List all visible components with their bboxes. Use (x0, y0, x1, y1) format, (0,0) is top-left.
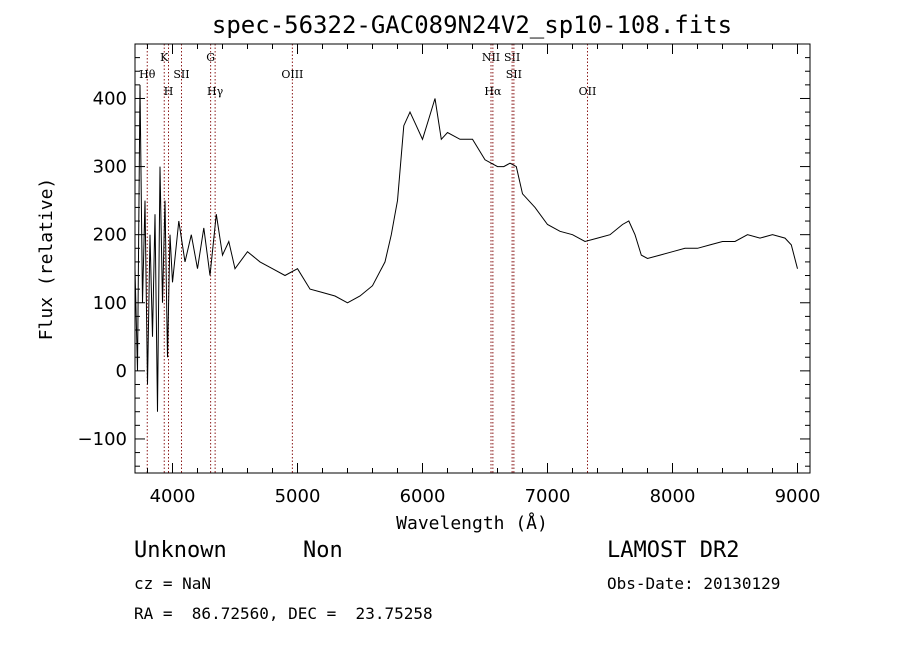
y-tick-label: 300 (93, 157, 127, 178)
spectral-line-label: Hα (484, 85, 502, 98)
plot-frame (134, 43, 811, 474)
spectral-line-label: NII (482, 51, 500, 64)
spectral-line-label: G (206, 51, 215, 64)
spectral-line-label: SII (506, 68, 522, 81)
object-class: Unknown (134, 538, 227, 563)
y-axis-label: Flux (relative) (36, 178, 57, 341)
x-tick-label: 6000 (400, 486, 446, 507)
y-tick-label: 200 (93, 225, 127, 246)
y-tick-label: 400 (93, 88, 127, 109)
chart-title: spec-56322-GAC089N24V2_sp10-108.fits (212, 11, 732, 39)
y-tick-label: 0 (116, 361, 127, 382)
x-tick-label: 5000 (275, 486, 321, 507)
x-tick-label: 9000 (775, 486, 821, 507)
y-tick-label: −100 (78, 429, 127, 450)
observation-date: Obs-Date: 20130129 (607, 574, 781, 593)
spectral-line-markers: Hθ K H SII G Hγ OIII NII Hα SII SII OII (139, 44, 596, 473)
spectral-line-label: H (164, 85, 174, 98)
spectral-line-label: SII (504, 51, 520, 64)
y-tick-label: 100 (93, 293, 127, 314)
spectral-line-label: Hγ (207, 85, 224, 98)
spectral-line-label: OII (579, 85, 597, 98)
x-axis-label: Wavelength (Å) (396, 512, 548, 534)
coordinates: RA = 86.72560, DEC = 23.75258 (134, 604, 433, 623)
x-tick-label: 7000 (525, 486, 571, 507)
spectral-line-label: Hθ (139, 68, 156, 81)
x-tick-label: 4000 (150, 486, 196, 507)
survey-name: LAMOST DR2 (607, 538, 740, 563)
spectral-line-label: SII (173, 68, 189, 81)
spectrum-line (134, 84, 798, 412)
object-subclass: Non (303, 538, 343, 563)
redshift-value: cz = NaN (134, 574, 212, 593)
spectral-line-label: K (160, 51, 169, 64)
spectral-line-label: OIII (281, 68, 303, 81)
axis-ticks: 4000 5000 6000 7000 8000 9000 −100 0 100 200 300 40… (78, 44, 821, 507)
x-tick-label: 8000 (650, 486, 696, 507)
